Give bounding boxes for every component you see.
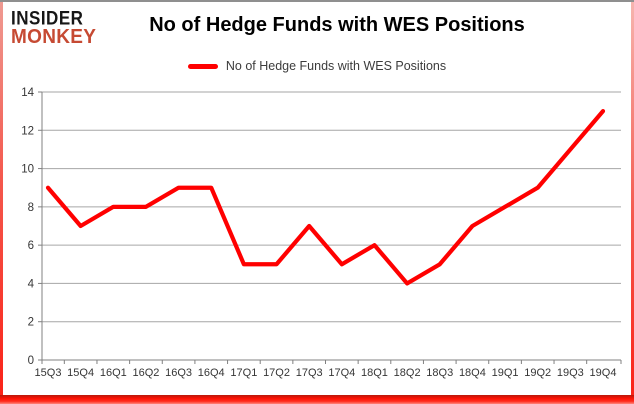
x-axis-label-18Q3: 18Q3 (426, 367, 453, 379)
frame-border-left (0, 2, 3, 395)
line-chart-plot-area: 0 2 4 6 8 10 12 14 15Q3 15Q4 16Q1 16Q2 16Q3 16Q4 17Q1 1… (21, 87, 622, 379)
x-axis-label-18Q4: 18Q4 (459, 367, 486, 379)
x-axis-label-15Q4: 15Q4 (67, 367, 94, 379)
x-axis-label-16Q1: 16Q1 (100, 367, 127, 379)
y-axis-label-12: 12 (21, 125, 34, 137)
y-axis-label-14: 14 (21, 87, 34, 99)
y-axis-label-4: 4 (28, 278, 35, 290)
y-axis-label-10: 10 (21, 164, 34, 176)
frame-border-bottom (0, 395, 634, 404)
x-axis-label-16Q3: 16Q3 (165, 367, 192, 379)
x-axis-label-17Q2: 17Q2 (263, 367, 290, 379)
x-axis-label-19Q3: 19Q3 (557, 367, 584, 379)
chart-title: No of Hedge Funds with WES Positions (149, 14, 525, 36)
frame-border-right (631, 2, 634, 395)
x-axis-label-17Q4: 17Q4 (328, 367, 355, 379)
x-axis-label-17Q1: 17Q1 (230, 367, 257, 379)
legend-line-swatch (187, 63, 218, 69)
y-axis-label-2: 2 (28, 317, 34, 329)
insider-monkey-logo: INSIDER MONKEY (11, 7, 121, 48)
x-axis-label-16Q2: 16Q2 (132, 367, 159, 379)
y-axis-label-6: 6 (28, 240, 34, 252)
x-axis-label-15Q3: 15Q3 (35, 367, 62, 379)
x-axis-label-19Q1: 19Q1 (492, 367, 519, 379)
frame-border-top (0, 0, 634, 2)
x-axis-label-18Q1: 18Q1 (361, 367, 388, 379)
x-axis-label-16Q4: 16Q4 (198, 367, 225, 379)
y-axis-label-8: 8 (28, 202, 34, 214)
y-axis-label-0: 0 (28, 355, 34, 367)
logo-text-monkey: MONKEY (11, 25, 97, 48)
x-axis-label-18Q2: 18Q2 (394, 367, 421, 379)
chart-legend: No of Hedge Funds with WES Positions (3, 57, 631, 75)
legend-label: No of Hedge Funds with WES Positions (225, 59, 447, 73)
logo-text-insider: INSIDER (11, 7, 84, 30)
x-axis-label-19Q4: 19Q4 (590, 367, 617, 379)
x-axis-label-19Q2: 19Q2 (524, 367, 551, 379)
x-axis-label-17Q3: 17Q3 (296, 367, 323, 379)
chart-canvas: INSIDER MONKEY No of Hedge Funds with WE… (3, 2, 631, 395)
series-line (45, 109, 606, 286)
